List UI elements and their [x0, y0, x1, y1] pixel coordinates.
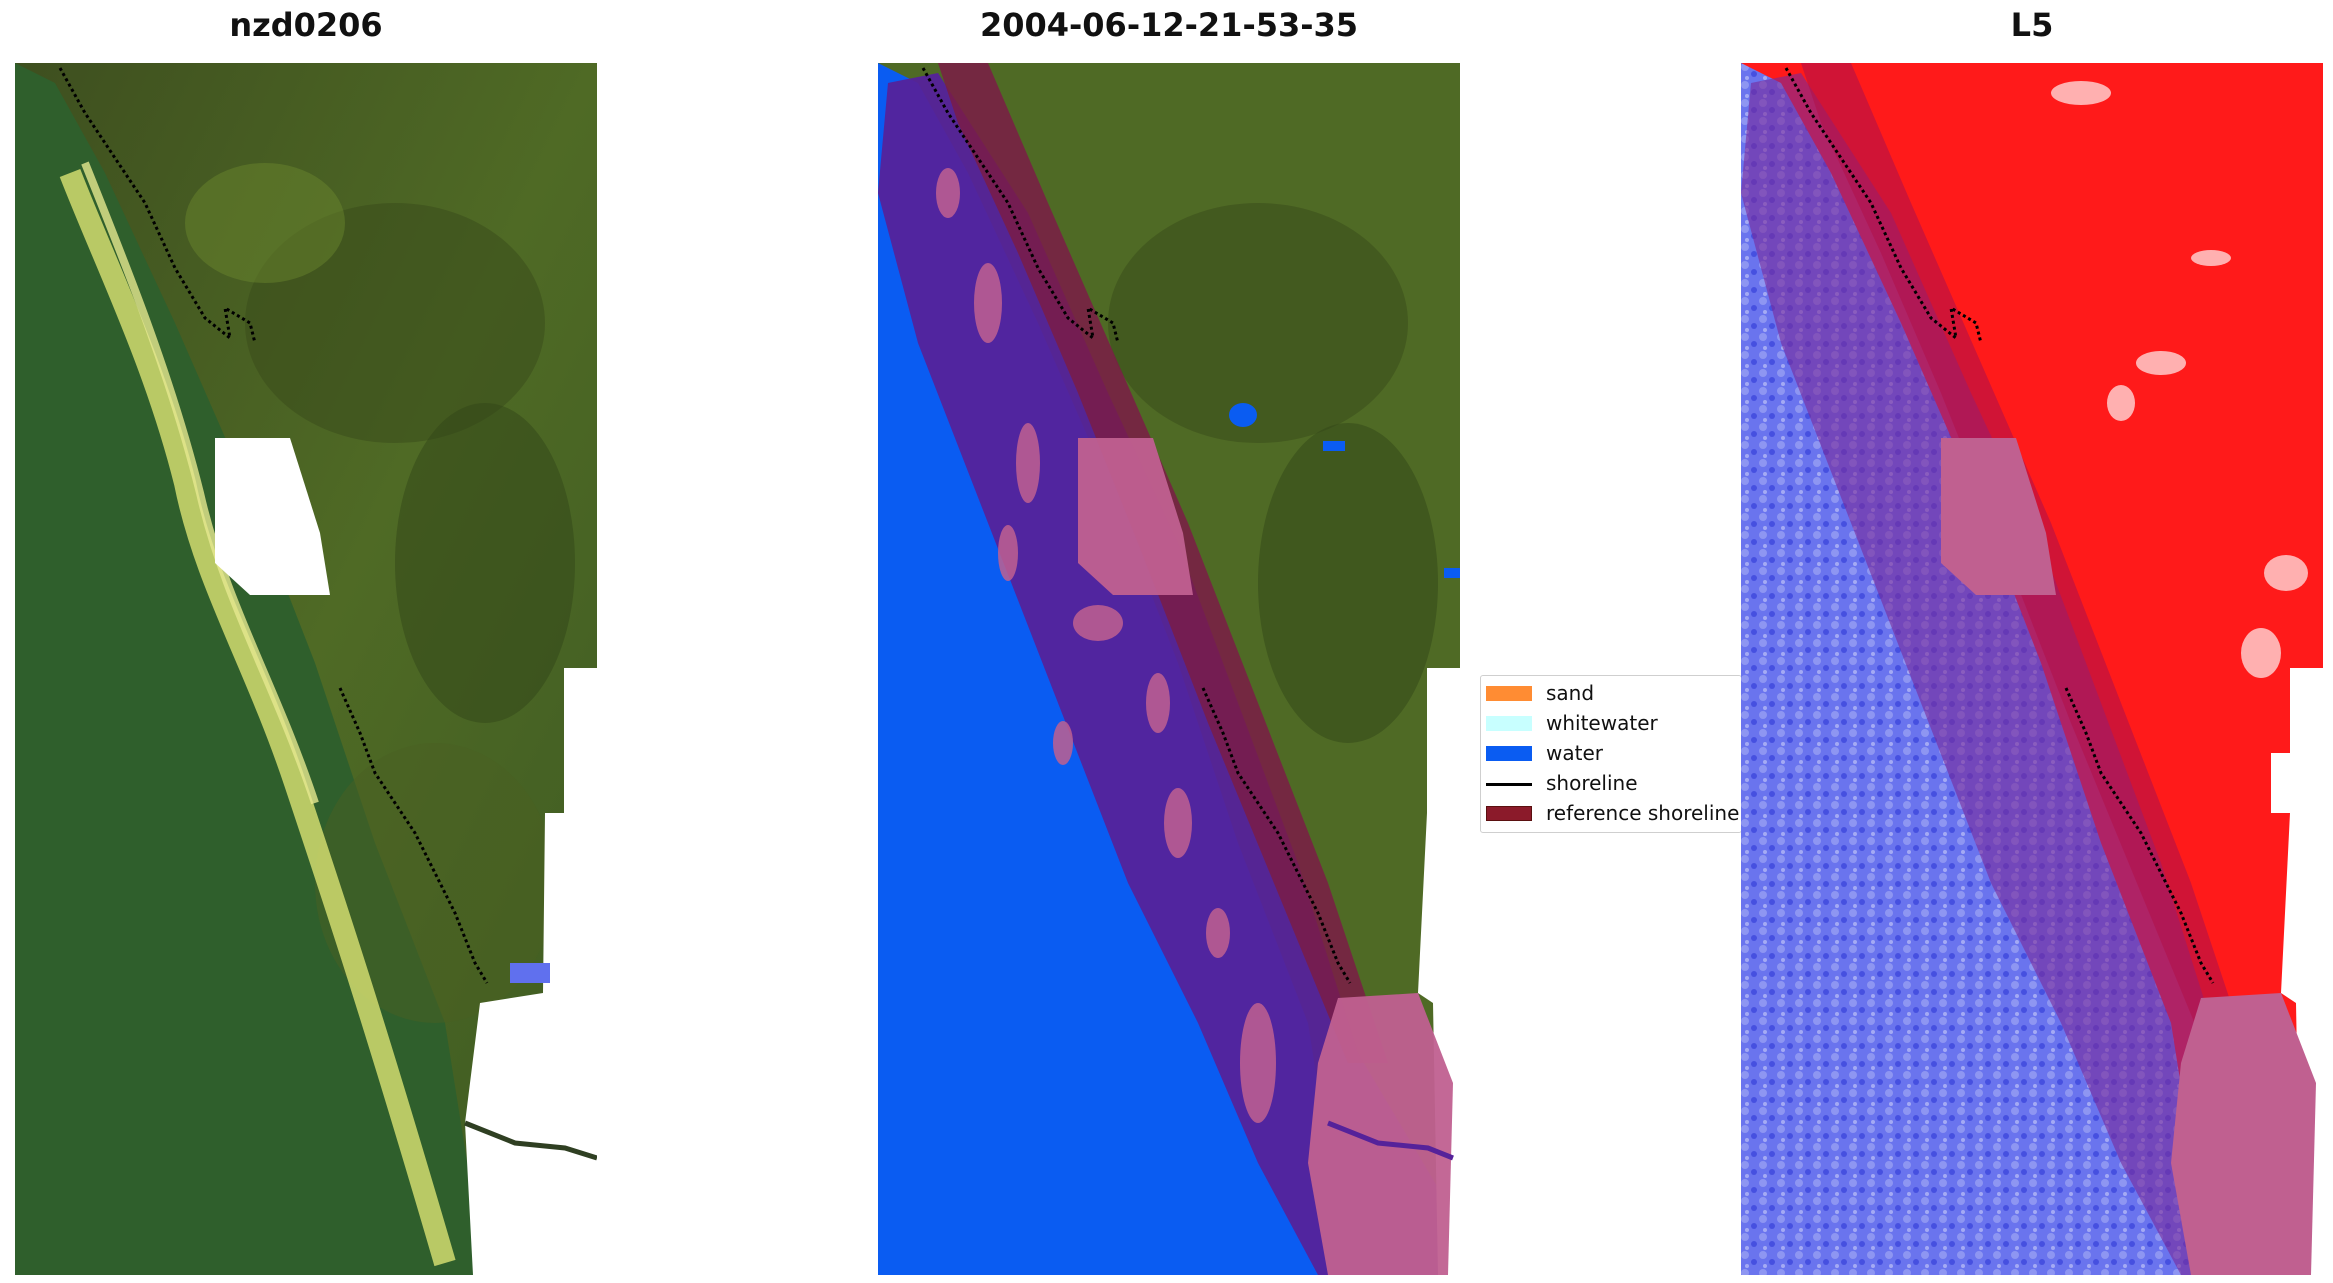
legend-swatch: [1486, 783, 1532, 786]
shoreline: [58, 67, 257, 344]
classification-panel: [878, 63, 1460, 1275]
panel-title-rgb: nzd0206: [229, 6, 383, 44]
index-image-panel: [1741, 63, 2323, 1275]
whitewater-patches: [936, 168, 1276, 1123]
legend-swatch: [1486, 716, 1532, 731]
legend-label: sand: [1546, 681, 1595, 705]
shoreline: [2064, 687, 2215, 984]
panel-title-index: L5: [2010, 6, 2054, 44]
panel-title-classification: 2004-06-12-21-53-35: [979, 6, 1359, 44]
legend-label: water: [1546, 741, 1603, 765]
rgb-image-panel: [15, 63, 597, 1275]
buffer-zone: [878, 73, 1453, 1275]
legend-swatch: [1486, 746, 1532, 761]
classification-image: [878, 63, 1460, 1275]
legend: sand whitewater water shoreline referenc…: [1480, 675, 1742, 833]
shoreline: [921, 67, 1120, 344]
buffer-zone: [1741, 73, 2316, 1275]
legend-swatch: [1486, 806, 1532, 821]
cloud-mask: [465, 668, 597, 1275]
shoreline: [1201, 687, 1352, 984]
shoreline: [338, 687, 489, 984]
legend-label: shoreline: [1546, 771, 1638, 795]
rgb-image: [15, 63, 597, 1275]
legend-label: whitewater: [1546, 711, 1658, 735]
legend-label: reference shoreline: [1546, 801, 1740, 825]
shoreline: [1784, 67, 1983, 344]
cloud-mask: [215, 438, 330, 595]
legend-swatch: [1486, 686, 1532, 701]
index-image: [1741, 63, 2323, 1275]
surf-streak: [59, 169, 456, 1267]
